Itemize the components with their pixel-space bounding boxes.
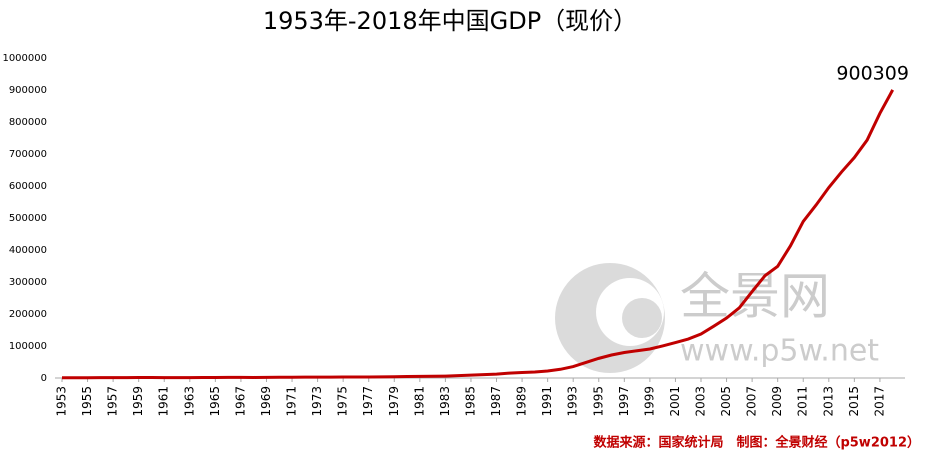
x-tick-label: 2005 (719, 386, 733, 417)
x-tick-label: 1987 (489, 386, 503, 417)
value-label: 900309 (836, 62, 909, 84)
x-tick-label: 1975 (336, 386, 350, 417)
x-tick-label: 1991 (540, 386, 554, 417)
x-tick-label: 1979 (387, 386, 401, 417)
x-tick-label: 2001 (668, 386, 682, 417)
x-tick-label: 1981 (412, 386, 426, 417)
x-tick-label: 1969 (259, 386, 273, 417)
y-tick-label: 100000 (9, 341, 47, 352)
x-tick-label: 1957 (106, 386, 120, 417)
x-tick-label: 2015 (847, 386, 861, 417)
x-tick-label: 1959 (131, 386, 145, 417)
y-tick-label: 300000 (9, 277, 47, 288)
x-tick-label: 2011 (796, 386, 810, 417)
y-tick-label: 900000 (9, 85, 47, 96)
y-tick-label: 800000 (9, 117, 47, 128)
watermark-url: www.p5w.net (680, 334, 879, 369)
watermark-text: 全景网 (680, 268, 830, 326)
x-tick-label: 1955 (80, 386, 94, 417)
x-tick-label: 1977 (361, 386, 375, 417)
x-tick-label: 1997 (617, 386, 631, 417)
x-tick-label: 2013 (821, 386, 835, 417)
x-tick-label: 1999 (642, 386, 656, 417)
y-tick-label: 0 (41, 373, 47, 384)
x-tick-label: 1995 (591, 386, 605, 417)
y-tick-label: 700000 (9, 149, 47, 160)
x-tick-label: 1967 (233, 386, 247, 417)
y-tick-label: 400000 (9, 245, 47, 256)
x-tick-label: 1965 (208, 386, 222, 417)
x-tick-label: 1989 (515, 386, 529, 417)
x-tick-label: 1971 (285, 386, 299, 417)
x-tick-label: 2007 (745, 386, 759, 417)
x-tick-label: 1985 (463, 386, 477, 417)
x-tick-label: 1961 (157, 386, 171, 417)
x-tick-label: 2009 (770, 386, 784, 417)
x-tick-label: 1973 (310, 386, 324, 417)
watermark-logo (555, 263, 665, 373)
y-tick-label: 500000 (9, 213, 47, 224)
chart-title: 1953年-2018年中国GDP（现价） (263, 7, 637, 35)
y-tick-label: 1000000 (2, 53, 47, 64)
source-note: 数据来源：国家统计局 制图：全景财经（p5w2012） (593, 435, 920, 451)
x-tick-label: 1953 (55, 386, 69, 417)
x-tick-label: 2003 (694, 386, 708, 417)
y-tick-label: 200000 (9, 309, 47, 320)
x-tick-label: 1963 (182, 386, 196, 417)
x-tick-label: 2017 (872, 386, 886, 417)
y-tick-label: 600000 (9, 181, 47, 192)
line (61, 89, 895, 380)
x-tick-label: 1983 (438, 386, 452, 417)
x-tick-label: 1993 (566, 386, 580, 417)
